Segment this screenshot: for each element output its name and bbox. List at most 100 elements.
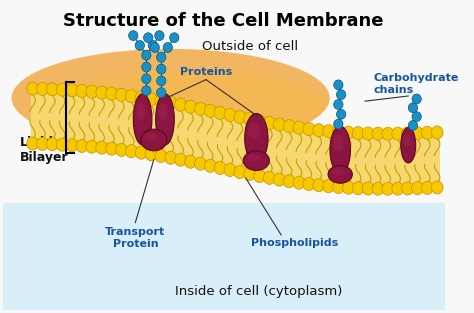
Ellipse shape <box>243 151 269 171</box>
Ellipse shape <box>46 83 58 96</box>
Ellipse shape <box>156 88 166 98</box>
Ellipse shape <box>56 138 68 151</box>
Text: Outside of cell: Outside of cell <box>202 40 298 53</box>
Ellipse shape <box>204 159 216 172</box>
Ellipse shape <box>141 129 167 151</box>
Polygon shape <box>31 90 440 187</box>
Ellipse shape <box>194 102 206 115</box>
Text: Structure of the Cell Membrane: Structure of the Cell Membrane <box>64 12 384 30</box>
Ellipse shape <box>136 103 146 121</box>
Ellipse shape <box>106 142 118 155</box>
Ellipse shape <box>303 177 315 191</box>
Text: Phospholipids: Phospholipids <box>251 238 338 248</box>
Ellipse shape <box>165 151 177 164</box>
Ellipse shape <box>334 80 343 90</box>
Ellipse shape <box>254 169 265 182</box>
Ellipse shape <box>135 40 145 50</box>
Ellipse shape <box>133 94 152 145</box>
Ellipse shape <box>76 139 88 152</box>
Ellipse shape <box>362 182 374 195</box>
Ellipse shape <box>135 91 147 104</box>
Ellipse shape <box>333 181 345 193</box>
Ellipse shape <box>163 43 173 52</box>
Ellipse shape <box>401 127 416 163</box>
Ellipse shape <box>343 126 354 139</box>
Ellipse shape <box>142 74 151 84</box>
Ellipse shape <box>254 115 265 127</box>
Text: Transport
Protein: Transport Protein <box>105 227 165 249</box>
Ellipse shape <box>234 110 246 124</box>
Ellipse shape <box>247 154 260 161</box>
Ellipse shape <box>66 84 78 97</box>
Ellipse shape <box>145 148 157 161</box>
Ellipse shape <box>51 70 325 138</box>
Ellipse shape <box>145 93 157 106</box>
Ellipse shape <box>248 122 260 139</box>
Ellipse shape <box>96 141 108 154</box>
Ellipse shape <box>323 125 335 138</box>
Ellipse shape <box>431 126 443 139</box>
Ellipse shape <box>126 90 137 103</box>
Ellipse shape <box>86 140 98 153</box>
Ellipse shape <box>142 86 151 95</box>
Ellipse shape <box>155 31 164 40</box>
Ellipse shape <box>403 134 410 146</box>
Ellipse shape <box>76 84 88 97</box>
Bar <box>3 203 445 310</box>
Ellipse shape <box>283 175 295 188</box>
Ellipse shape <box>234 166 246 179</box>
Ellipse shape <box>106 87 118 100</box>
Ellipse shape <box>372 182 384 195</box>
Ellipse shape <box>155 94 174 145</box>
Ellipse shape <box>155 149 167 162</box>
Ellipse shape <box>145 133 158 141</box>
Ellipse shape <box>148 40 157 50</box>
Ellipse shape <box>382 182 394 195</box>
Ellipse shape <box>214 162 226 174</box>
Ellipse shape <box>27 82 38 95</box>
Text: Inside of cell (cytoplasm): Inside of cell (cytoplasm) <box>175 285 343 298</box>
Ellipse shape <box>372 127 384 140</box>
Ellipse shape <box>46 138 58 151</box>
Ellipse shape <box>224 163 236 177</box>
Ellipse shape <box>155 95 167 107</box>
Ellipse shape <box>273 173 285 186</box>
Ellipse shape <box>245 114 268 162</box>
Ellipse shape <box>150 43 159 52</box>
Ellipse shape <box>12 49 330 147</box>
Ellipse shape <box>128 31 138 40</box>
Ellipse shape <box>194 157 206 170</box>
Ellipse shape <box>142 50 151 60</box>
Text: Carbohydrate
chains: Carbohydrate chains <box>374 74 459 95</box>
Ellipse shape <box>184 155 196 168</box>
Ellipse shape <box>184 100 196 113</box>
Ellipse shape <box>303 122 315 136</box>
Ellipse shape <box>273 118 285 131</box>
Ellipse shape <box>401 182 413 195</box>
Ellipse shape <box>334 100 343 110</box>
Ellipse shape <box>352 182 364 195</box>
Bar <box>3 3 445 203</box>
Ellipse shape <box>36 137 48 150</box>
Ellipse shape <box>56 83 68 96</box>
Ellipse shape <box>313 124 325 137</box>
Ellipse shape <box>392 127 403 140</box>
Ellipse shape <box>352 127 364 140</box>
Ellipse shape <box>165 96 177 109</box>
Ellipse shape <box>333 135 343 151</box>
Ellipse shape <box>86 85 98 98</box>
Ellipse shape <box>328 166 352 183</box>
Ellipse shape <box>412 94 421 104</box>
Ellipse shape <box>421 181 433 194</box>
Text: Lipid
Bilayer: Lipid Bilayer <box>19 136 68 164</box>
Ellipse shape <box>264 171 275 184</box>
Ellipse shape <box>411 127 423 140</box>
Ellipse shape <box>142 62 151 72</box>
Ellipse shape <box>156 52 166 62</box>
Ellipse shape <box>332 169 344 175</box>
Ellipse shape <box>392 182 403 195</box>
Ellipse shape <box>382 127 394 140</box>
Ellipse shape <box>412 112 421 121</box>
Ellipse shape <box>116 143 128 156</box>
Ellipse shape <box>334 119 343 129</box>
